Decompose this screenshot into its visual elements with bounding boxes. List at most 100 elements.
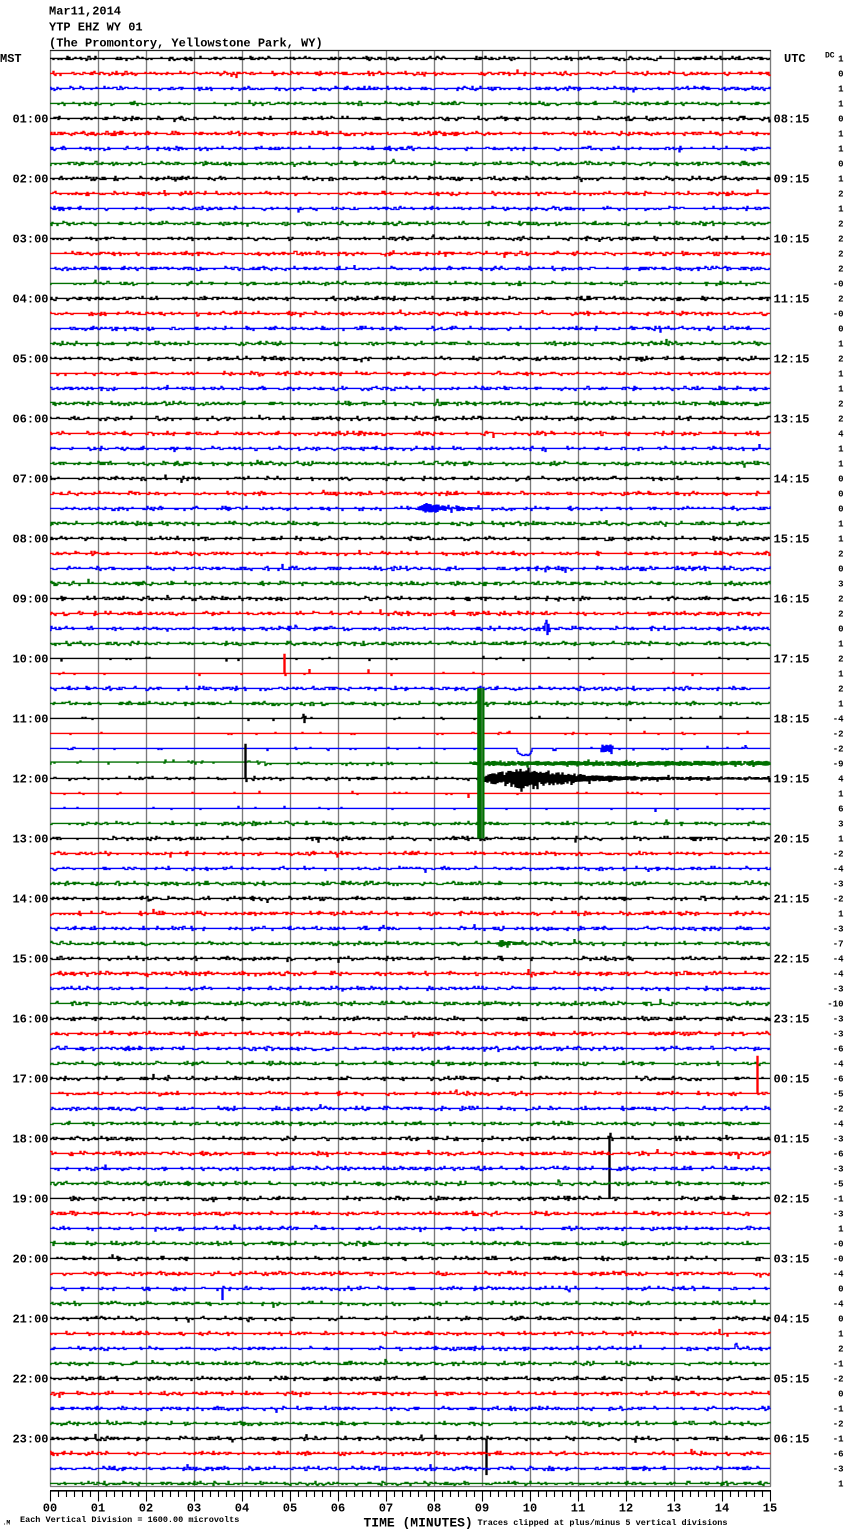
svg-text:0: 0	[838, 475, 843, 485]
svg-text:02:00: 02:00	[12, 173, 48, 187]
svg-text:21:15: 21:15	[774, 893, 810, 907]
svg-text:07:00: 07:00	[12, 473, 48, 487]
svg-text:-3: -3	[833, 985, 844, 995]
svg-text:04: 04	[235, 1502, 249, 1516]
svg-text:20:00: 20:00	[12, 1253, 48, 1267]
svg-text:2: 2	[838, 295, 843, 305]
svg-text:1: 1	[838, 700, 844, 710]
svg-text:1: 1	[838, 535, 844, 545]
svg-text:11:00: 11:00	[12, 713, 48, 727]
svg-text:(The Promontory, Yellowstone P: (The Promontory, Yellowstone Park, WY)	[49, 37, 323, 51]
svg-text:-3: -3	[833, 1135, 844, 1145]
svg-text:1: 1	[838, 85, 844, 95]
svg-text:15: 15	[763, 1502, 777, 1516]
svg-text:12:00: 12:00	[12, 773, 48, 787]
svg-text:13:15: 13:15	[774, 413, 810, 427]
svg-text:Each Vertical Division = 1600.: Each Vertical Division = 1600.00 microvo…	[20, 1515, 239, 1525]
svg-text:0: 0	[838, 115, 843, 125]
svg-text:-0: -0	[833, 1240, 844, 1250]
svg-text:11: 11	[571, 1502, 585, 1516]
svg-text:-4: -4	[833, 1120, 844, 1130]
svg-text:0: 0	[838, 325, 843, 335]
svg-text:10:15: 10:15	[774, 233, 810, 247]
svg-text:-5: -5	[833, 1180, 844, 1190]
svg-text:18:00: 18:00	[12, 1133, 48, 1147]
svg-text:1: 1	[838, 520, 844, 530]
svg-text:Mar11,2014: Mar11,2014	[49, 5, 121, 19]
svg-text:0: 0	[838, 1315, 843, 1325]
svg-text:19:15: 19:15	[774, 773, 810, 787]
svg-text:-3: -3	[833, 880, 844, 890]
svg-text:1: 1	[838, 205, 844, 215]
svg-text:14:15: 14:15	[774, 473, 810, 487]
svg-text:05:15: 05:15	[774, 1373, 810, 1387]
svg-text:1: 1	[838, 145, 844, 155]
svg-text:13:00: 13:00	[12, 833, 48, 847]
svg-text:-4: -4	[833, 970, 844, 980]
svg-text:0: 0	[838, 505, 843, 515]
svg-text:2: 2	[838, 685, 843, 695]
svg-text:2: 2	[838, 220, 843, 230]
svg-text:-3: -3	[833, 1210, 844, 1220]
svg-text:-2: -2	[833, 895, 844, 905]
svg-text:1: 1	[838, 1480, 844, 1490]
svg-text:2: 2	[838, 610, 843, 620]
svg-text:08:00: 08:00	[12, 533, 48, 547]
svg-text:1: 1	[838, 460, 844, 470]
svg-text:05: 05	[283, 1502, 297, 1516]
svg-text:2: 2	[838, 265, 843, 275]
svg-text:1: 1	[838, 340, 844, 350]
svg-text:00:15: 00:15	[774, 1073, 810, 1087]
svg-text:01:15: 01:15	[774, 1133, 810, 1147]
svg-text:-3: -3	[833, 1165, 844, 1175]
svg-text:15:00: 15:00	[12, 953, 48, 967]
svg-text:23:15: 23:15	[774, 1013, 810, 1027]
svg-text:-6: -6	[833, 1045, 844, 1055]
svg-text:1: 1	[838, 910, 844, 920]
svg-text:16:00: 16:00	[12, 1013, 48, 1027]
svg-text:0: 0	[838, 1390, 843, 1400]
svg-text:1: 1	[838, 640, 844, 650]
svg-text:-3: -3	[833, 925, 844, 935]
svg-text:-3: -3	[833, 1030, 844, 1040]
svg-text:TIME (MINUTES): TIME (MINUTES)	[364, 1516, 473, 1531]
svg-text:-0: -0	[833, 280, 844, 290]
svg-text:22:00: 22:00	[12, 1373, 48, 1387]
svg-text:-3: -3	[833, 1015, 844, 1025]
svg-text:07: 07	[379, 1502, 393, 1516]
svg-text:14:00: 14:00	[12, 893, 48, 907]
svg-text:15:15: 15:15	[774, 533, 810, 547]
svg-text:06: 06	[331, 1502, 345, 1516]
svg-text:1: 1	[838, 175, 844, 185]
svg-text:16:15: 16:15	[774, 593, 810, 607]
svg-text:-5: -5	[833, 1090, 844, 1100]
svg-text:10:00: 10:00	[12, 653, 48, 667]
svg-text:-9: -9	[833, 760, 844, 770]
svg-text:17:15: 17:15	[774, 653, 810, 667]
svg-text:2: 2	[838, 235, 843, 245]
svg-text:1: 1	[838, 385, 844, 395]
svg-text:02: 02	[139, 1502, 153, 1516]
svg-text:-4: -4	[833, 715, 844, 725]
svg-text:-4: -4	[833, 1060, 844, 1070]
svg-text:20:15: 20:15	[774, 833, 810, 847]
svg-text:19:00: 19:00	[12, 1193, 48, 1207]
svg-text:-0: -0	[833, 1255, 844, 1265]
svg-text:00: 00	[43, 1502, 57, 1516]
svg-text:12:15: 12:15	[774, 353, 810, 367]
svg-text:13: 13	[667, 1502, 681, 1516]
svg-text:-1: -1	[833, 1360, 844, 1370]
svg-text:0: 0	[838, 160, 843, 170]
svg-text:-1: -1	[833, 1405, 844, 1415]
svg-text:2: 2	[838, 250, 843, 260]
svg-text:08: 08	[427, 1502, 441, 1516]
svg-text:1: 1	[838, 130, 844, 140]
svg-text:-2: -2	[833, 1375, 844, 1385]
svg-text:.M: .M	[3, 1520, 11, 1527]
svg-text:-7: -7	[833, 940, 844, 950]
svg-text:4: 4	[838, 775, 844, 785]
svg-text:1: 1	[838, 790, 844, 800]
svg-text:YTP EHZ WY 01: YTP EHZ WY 01	[49, 21, 143, 35]
svg-text:2: 2	[838, 400, 843, 410]
svg-text:-2: -2	[833, 730, 844, 740]
